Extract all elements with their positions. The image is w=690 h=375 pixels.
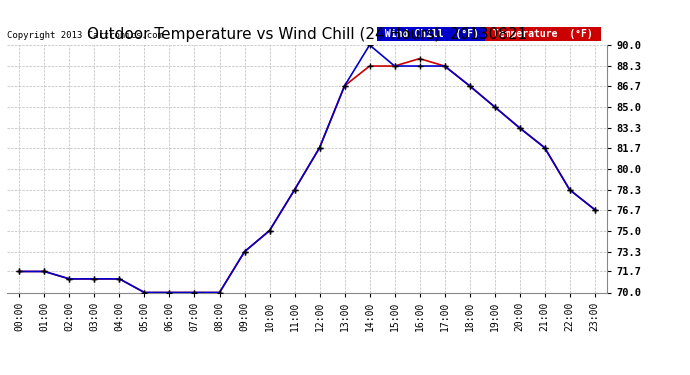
Title: Outdoor Temperature vs Wind Chill (24 Hours)  20130821: Outdoor Temperature vs Wind Chill (24 Ho… (87, 27, 527, 42)
Text: Temperature  (°F): Temperature (°F) (487, 29, 599, 39)
Text: Copyright 2013 Cartronics.com: Copyright 2013 Cartronics.com (7, 31, 163, 40)
Text: Wind Chill  (°F): Wind Chill (°F) (379, 29, 485, 39)
